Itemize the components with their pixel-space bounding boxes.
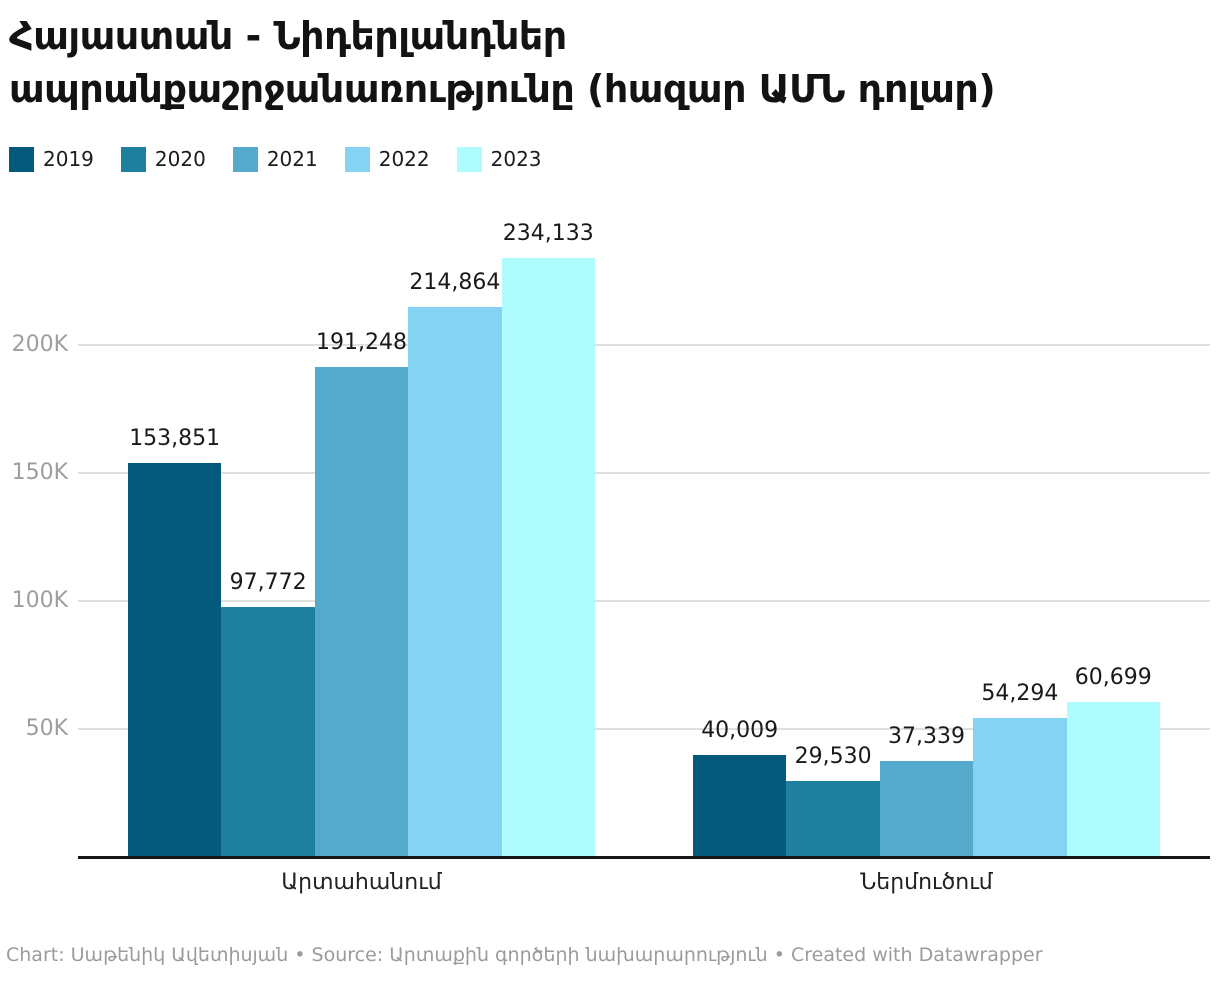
category-label-export: Արտահանում	[281, 870, 442, 895]
legend-item-2021: 2021	[232, 147, 318, 172]
bar-2022-import	[973, 718, 1067, 857]
gridline-100K	[78, 600, 1210, 602]
value-label-2020-import: 29,530	[794, 744, 872, 770]
chart-title: Հայաստան - Նիդերլանդներ ապրանքաշրջանառու…	[9, 10, 996, 116]
bar-2020-export	[221, 606, 315, 857]
y-tick-label: 50K	[25, 716, 68, 741]
value-label-2022-export: 214,864	[409, 269, 501, 295]
gridline-150K	[78, 472, 1210, 474]
chart-title-line-1: Հայաստան - Նիդերլանդներ	[9, 14, 567, 58]
bar-2019-export	[128, 463, 222, 857]
y-tick-label: 200K	[11, 332, 68, 357]
gridline-200K	[78, 344, 1210, 346]
legend-label: 2020	[154, 147, 206, 171]
value-label-2022-import: 54,294	[981, 681, 1059, 706]
value-label-2020-export: 97,772	[229, 569, 307, 595]
legend-label: 2021	[266, 147, 318, 171]
legend-swatch	[456, 147, 482, 172]
legend-swatch	[344, 147, 370, 172]
legend: 2019 2020 2021 2022 2023	[9, 147, 542, 172]
bar-2020-import	[786, 781, 880, 857]
bar-2019-import	[693, 754, 787, 857]
value-label-2023-import: 60,699	[1074, 664, 1152, 690]
value-label-2021-import: 37,339	[888, 724, 965, 750]
legend-item-2023: 2023	[456, 147, 542, 172]
legend-item-2020: 2020	[120, 147, 206, 172]
bar-2021-export	[314, 367, 409, 857]
legend-swatch	[232, 147, 258, 172]
bar-2023-export	[501, 257, 595, 857]
x-axis-baseline	[78, 856, 1210, 859]
value-label-2019-import: 40,009	[701, 717, 779, 743]
value-label-2023-export: 234,133	[502, 220, 594, 246]
bar-2023-import	[1066, 701, 1160, 857]
value-label-2021-export: 191,248	[316, 330, 407, 356]
legend-swatch	[9, 147, 34, 172]
chart-title-line-2: ապրանքաշրջանառությունը (հազար ԱՄՆ դոլար)	[9, 67, 996, 111]
bar-2022-export	[408, 306, 502, 857]
y-tick-label: 100K	[11, 588, 68, 613]
legend-item-2019: 2019	[9, 147, 94, 172]
y-tick-label: 150K	[11, 460, 68, 485]
category-label-import: Ներմուծում	[860, 870, 993, 895]
value-label-2019-export: 153,851	[129, 426, 221, 452]
gridline-50K	[78, 728, 1210, 730]
legend-label: 2019	[43, 147, 94, 171]
legend-label: 2022	[378, 147, 430, 171]
bar-2021-import	[879, 761, 974, 857]
legend-label: 2023	[490, 147, 542, 171]
footer-attribution: Chart: Սաթենիկ Ավետիսյան • Source: Արտաք…	[6, 944, 1043, 966]
legend-item-2022: 2022	[344, 147, 430, 172]
legend-swatch	[120, 147, 146, 172]
